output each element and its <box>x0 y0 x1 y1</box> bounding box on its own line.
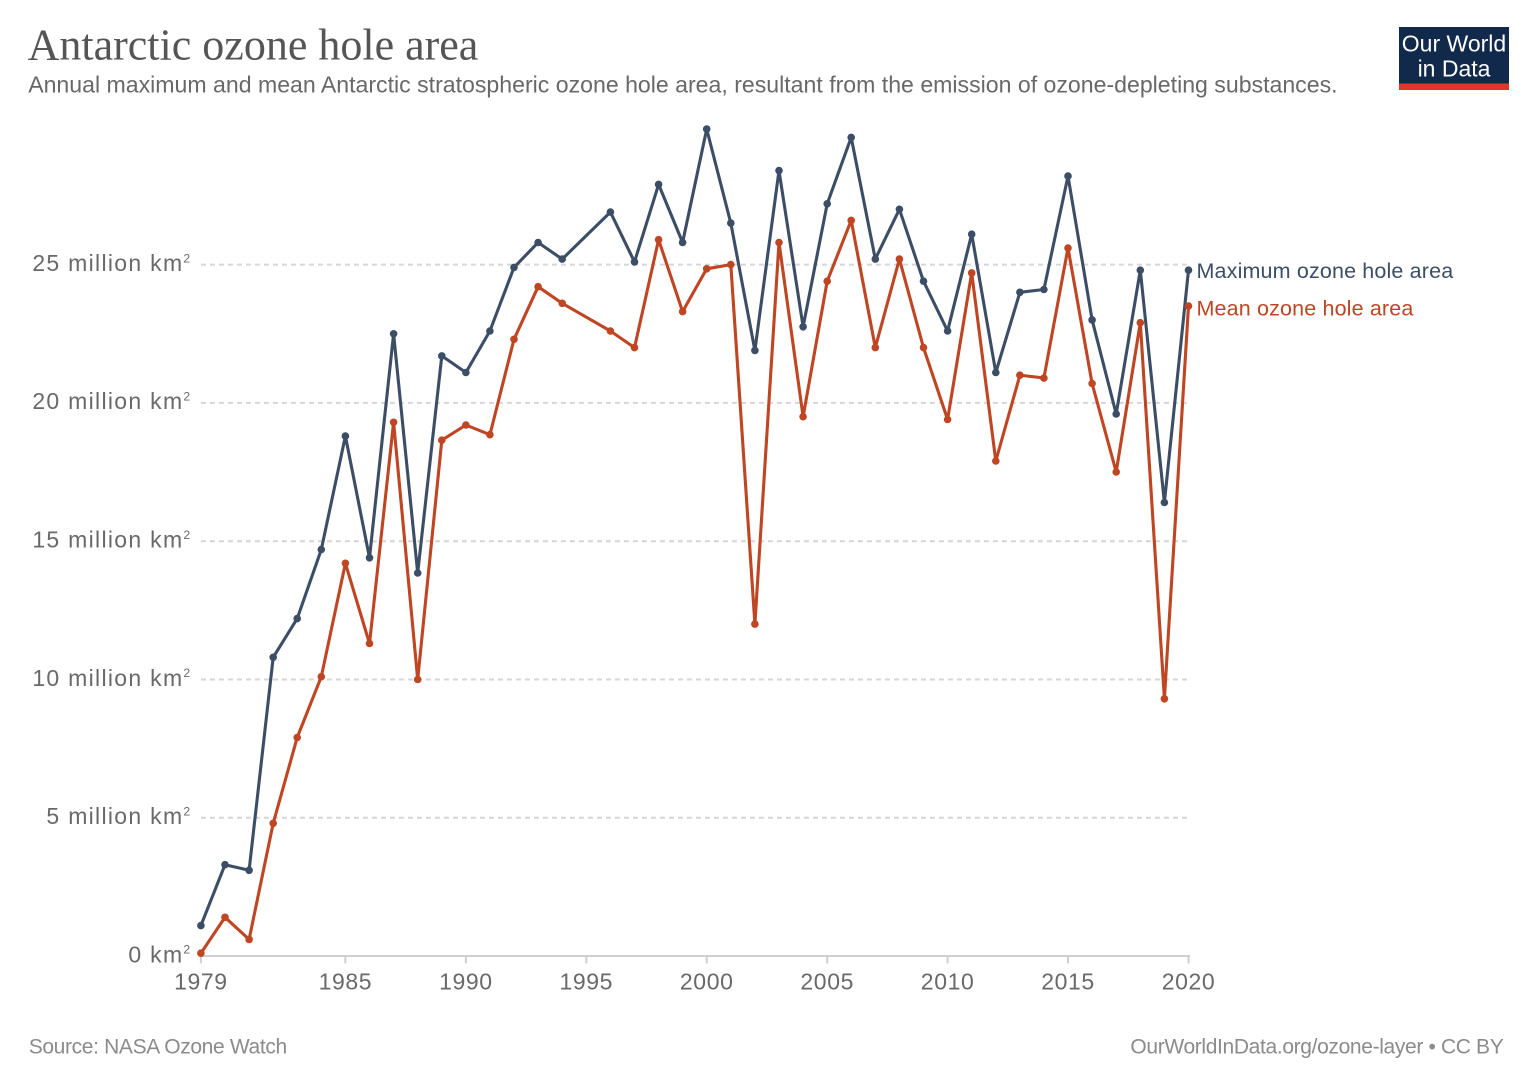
svg-text:Antarctic ozone hole area: Antarctic ozone hole area <box>28 21 479 70</box>
svg-text:in Data: in Data <box>1418 56 1491 82</box>
svg-text:2015: 2015 <box>1041 969 1095 995</box>
svg-text:1979: 1979 <box>174 969 228 995</box>
svg-text:1985: 1985 <box>319 969 373 995</box>
svg-text:15 million km2: 15 million km2 <box>32 527 191 553</box>
svg-text:5 million km2: 5 million km2 <box>46 803 191 829</box>
svg-text:1995: 1995 <box>560 969 614 995</box>
svg-text:2010: 2010 <box>921 969 975 995</box>
svg-text:2000: 2000 <box>680 969 734 995</box>
svg-text:25 million km2: 25 million km2 <box>32 250 191 276</box>
svg-text:Mean ozone hole area: Mean ozone hole area <box>1197 297 1414 321</box>
svg-text:Our World: Our World <box>1402 31 1506 57</box>
svg-text:OurWorldInData.org/ozone-layer: OurWorldInData.org/ozone-layer • CC BY <box>1130 1036 1503 1059</box>
svg-text:Maximum ozone hole area: Maximum ozone hole area <box>1197 259 1454 283</box>
svg-text:20 million km2: 20 million km2 <box>32 388 191 414</box>
svg-text:Annual maximum and mean Antarc: Annual maximum and mean Antarctic strato… <box>28 72 1337 98</box>
svg-text:1990: 1990 <box>439 969 493 995</box>
svg-text:0 km2: 0 km2 <box>128 941 191 967</box>
svg-text:10 million km2: 10 million km2 <box>32 665 191 691</box>
svg-text:2005: 2005 <box>800 969 854 995</box>
svg-text:2020: 2020 <box>1162 969 1216 995</box>
svg-text:Source: NASA Ozone Watch: Source: NASA Ozone Watch <box>29 1036 287 1059</box>
